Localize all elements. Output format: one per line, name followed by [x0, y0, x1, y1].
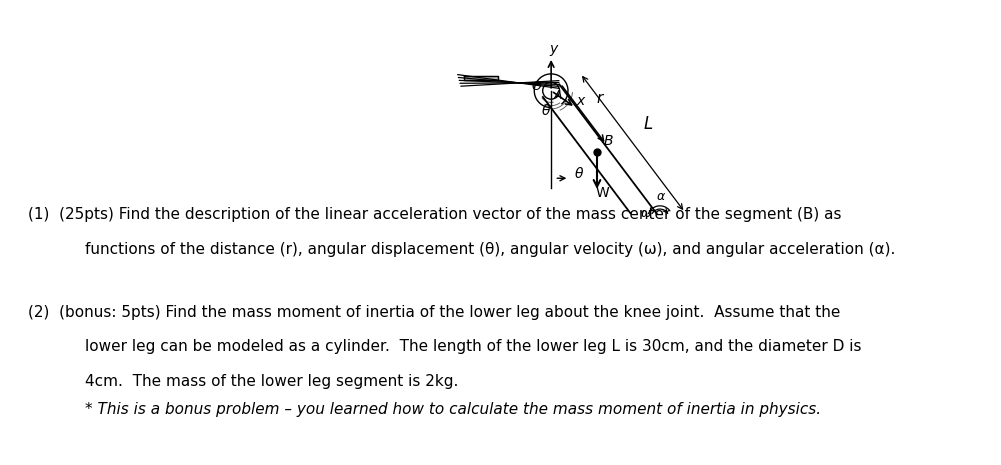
- Text: x: x: [577, 94, 585, 108]
- Text: B: B: [604, 134, 613, 148]
- Text: $\omega$: $\omega$: [640, 207, 652, 220]
- Text: $\theta$: $\theta$: [574, 166, 584, 181]
- Text: * This is a bonus problem – you learned how to calculate the mass moment of iner: * This is a bonus problem – you learned …: [85, 402, 821, 417]
- Text: $\theta$: $\theta$: [541, 103, 551, 119]
- Text: O: O: [532, 80, 542, 93]
- Text: r: r: [597, 91, 603, 106]
- Text: $\alpha$: $\alpha$: [657, 190, 667, 203]
- Text: 4cm.  The mass of the lower leg segment is 2kg.: 4cm. The mass of the lower leg segment i…: [85, 374, 458, 389]
- Text: L: L: [644, 115, 653, 133]
- Text: (1)  (25pts) Find the description of the linear acceleration vector of the mass : (1) (25pts) Find the description of the …: [28, 207, 842, 222]
- Text: functions of the distance (r), angular displacement (θ), angular velocity (ω), a: functions of the distance (r), angular d…: [85, 242, 896, 257]
- Polygon shape: [463, 76, 497, 80]
- Text: y: y: [550, 41, 558, 55]
- Text: lower leg can be modeled as a cylinder.  The length of the lower leg L is 30cm, : lower leg can be modeled as a cylinder. …: [85, 339, 862, 354]
- Text: A: A: [554, 89, 562, 102]
- Text: (2)  (bonus: 5pts) Find the mass moment of inertia of the lower leg about the kn: (2) (bonus: 5pts) Find the mass moment o…: [28, 305, 841, 319]
- Text: W: W: [596, 186, 610, 200]
